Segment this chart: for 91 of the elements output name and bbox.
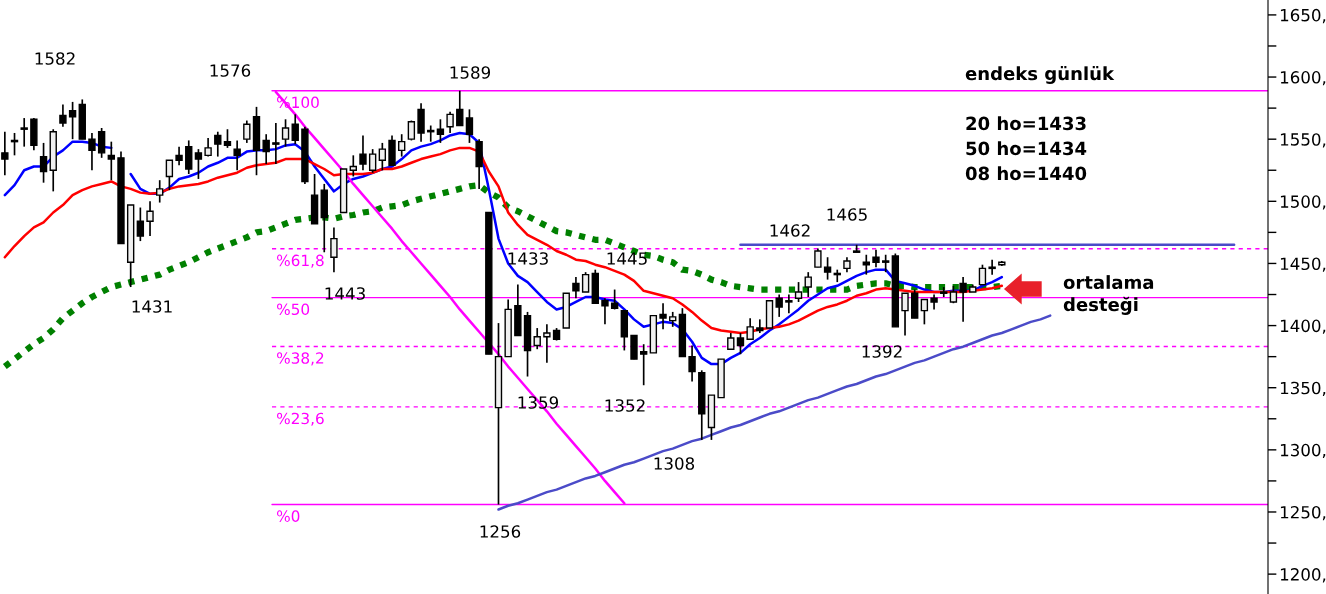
annotation: 1445	[607, 252, 647, 265]
y-tick-label: 1600,	[1280, 71, 1326, 86]
candlestick	[59, 103, 67, 128]
candlestick	[1, 130, 9, 177]
candlestick	[39, 142, 48, 184]
candlestick	[901, 292, 909, 337]
y-tick-label: 1200,	[1280, 568, 1326, 583]
annotation: 1465	[827, 208, 867, 221]
candlestick	[165, 159, 174, 191]
candlestick	[465, 108, 474, 144]
candlestick	[688, 344, 696, 383]
candlestick	[581, 271, 590, 293]
candlestick	[175, 145, 183, 167]
candlestick	[417, 102, 425, 143]
annotation: 1433	[508, 252, 548, 265]
annotation: 50 ho=1434	[966, 141, 1087, 156]
candlestick	[978, 263, 987, 286]
candlestick	[88, 132, 96, 172]
annotation: %0	[277, 510, 300, 522]
y-tick-label: 1500,	[1280, 195, 1326, 210]
candlestick	[785, 293, 793, 314]
y-tick-label: 1300,	[1280, 443, 1326, 459]
candlestick	[639, 343, 648, 387]
candlestick	[572, 276, 580, 300]
candlestick	[156, 179, 164, 204]
candlestick	[378, 142, 387, 172]
annotation: %50	[277, 303, 310, 315]
annotation: ortalama desteği	[1063, 275, 1154, 315]
annotation: %23,6	[277, 412, 324, 426]
candlestick	[20, 117, 28, 148]
candlestick	[204, 137, 212, 158]
candlestick	[68, 101, 77, 141]
candlestick	[436, 118, 445, 144]
annotation: 1443	[325, 287, 365, 300]
candlestick	[659, 302, 667, 331]
y-tick-label: 1550,	[1280, 133, 1326, 148]
annotation: 1582	[35, 52, 75, 65]
candlestick	[601, 297, 609, 326]
candlestick	[456, 89, 464, 127]
candlestick	[349, 154, 357, 178]
candlestick	[97, 127, 106, 159]
candlestick	[214, 130, 222, 158]
candlestick	[794, 281, 803, 303]
candlestick	[446, 111, 454, 134]
candlestick	[262, 133, 270, 165]
candlestick	[775, 293, 783, 318]
y-tick-label: 1450,	[1280, 257, 1326, 272]
candlestick	[272, 122, 280, 165]
candlestick	[746, 317, 754, 341]
annotation: %61,8	[277, 254, 324, 268]
candlestick	[397, 133, 406, 158]
annotation: 1308	[654, 457, 695, 470]
annotation: 08 ho=1440	[965, 166, 1087, 181]
candlestick	[146, 200, 154, 237]
candlestick	[291, 113, 299, 145]
annotation: 1462	[770, 224, 810, 237]
candlestick	[359, 134, 367, 172]
annotation: %38,2	[277, 352, 324, 366]
candlestick	[185, 139, 193, 175]
candlestick	[330, 226, 338, 273]
annotation: 1576	[210, 64, 251, 77]
candlestick	[959, 276, 967, 323]
annotation: 20 ho=1433	[966, 116, 1086, 131]
annotation: endeks günlük	[965, 66, 1115, 84]
candlestick	[736, 332, 745, 355]
annotation: 1589	[450, 66, 491, 79]
y-tick-label: 1350,	[1280, 381, 1326, 396]
annotation: 1392	[862, 345, 902, 358]
candlestick	[194, 148, 203, 180]
candlestick	[630, 334, 638, 360]
candlestick	[543, 323, 551, 364]
candlestick	[368, 148, 377, 174]
candlestick	[136, 206, 145, 242]
candlestick	[533, 327, 541, 351]
y-tick-label: 1400,	[1280, 319, 1326, 334]
candlestick	[233, 139, 241, 172]
candlestick	[107, 140, 116, 182]
candlestick	[920, 298, 929, 326]
candlestick	[223, 128, 232, 149]
candlestick	[988, 258, 996, 276]
candlestick	[804, 271, 812, 298]
y-tick-label: 1650,	[1280, 8, 1326, 24]
annotation: 1256	[480, 525, 521, 538]
candlestick	[823, 256, 832, 281]
annotation: 1352	[605, 399, 645, 412]
annotation: 1431	[132, 300, 172, 313]
y-tick-label: 1250,	[1280, 505, 1326, 521]
line-series	[497, 314, 1052, 511]
candlestick	[243, 119, 251, 144]
candlestick	[814, 247, 822, 269]
candlestick	[281, 118, 290, 148]
